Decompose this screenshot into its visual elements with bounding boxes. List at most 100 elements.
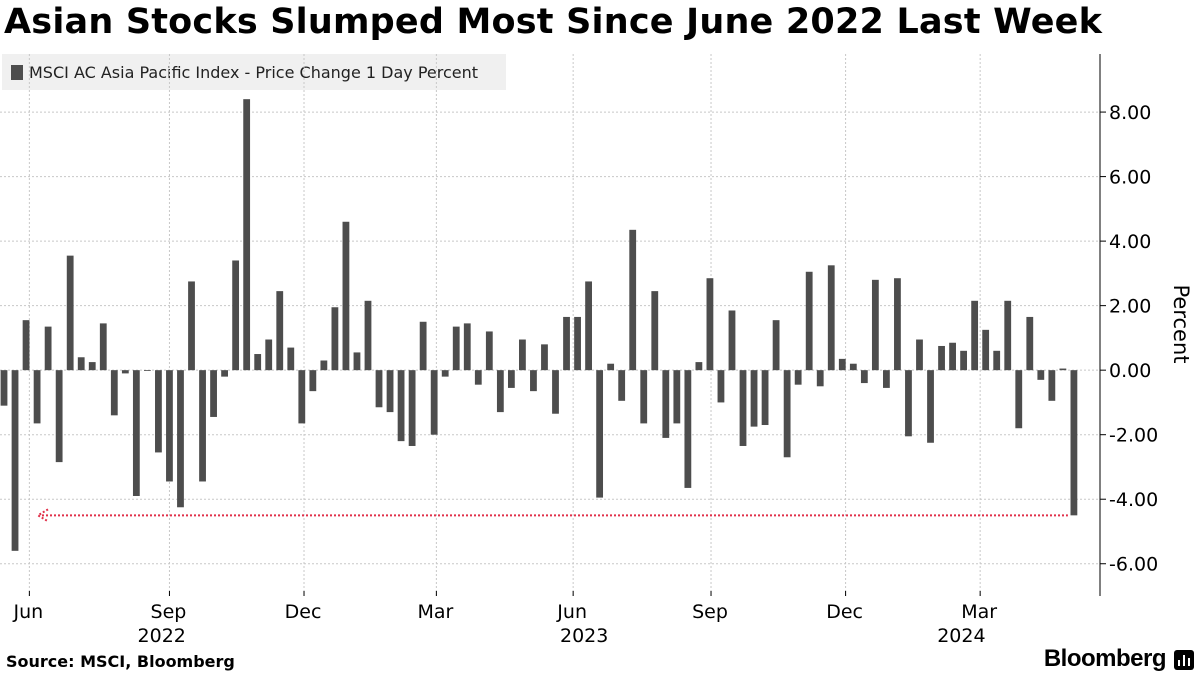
chart-title: Asian Stocks Slumped Most Since June 202…: [4, 2, 1103, 42]
bar: [596, 370, 604, 498]
bar: [342, 221, 350, 371]
bar: [155, 370, 162, 453]
bar: [971, 300, 979, 371]
x-tick-label: Dec: [285, 601, 322, 623]
bar: [22, 320, 30, 371]
bar: [121, 370, 129, 374]
bar: [452, 326, 460, 371]
bar: [1026, 316, 1034, 371]
x-year-label: 2024: [937, 625, 985, 647]
bar: [794, 370, 802, 385]
bar: [408, 370, 416, 446]
bar: [1004, 300, 1012, 371]
bar: [894, 278, 901, 371]
bar: [430, 370, 438, 435]
bar: [232, 260, 240, 371]
bar: [33, 370, 41, 424]
bar: [629, 229, 637, 371]
bar: [519, 339, 526, 371]
bar: [816, 370, 824, 387]
source-note: Source: MSCI, Bloomberg: [6, 652, 235, 671]
bar: [982, 329, 990, 371]
bar: [143, 370, 151, 371]
bar: [276, 291, 284, 371]
bar: [0, 370, 8, 406]
x-tick-label: Sep: [151, 601, 187, 623]
bar: [585, 281, 592, 371]
bar: [1059, 368, 1067, 371]
bar: [750, 370, 758, 427]
bar: [474, 370, 482, 385]
bar: [243, 99, 251, 371]
y-tick-label: 6.00: [1109, 167, 1151, 189]
x-tick-label: Mar: [417, 601, 453, 623]
bar: [563, 316, 570, 371]
chart-icon: [1174, 650, 1194, 670]
x-tick-label: Dec: [826, 601, 863, 623]
bar: [684, 370, 692, 488]
bar: [99, 323, 107, 371]
bar: [938, 345, 945, 371]
bar: [353, 352, 361, 371]
bar: [441, 370, 449, 377]
bar: [761, 370, 769, 426]
bar: [541, 344, 548, 371]
bar: [254, 354, 262, 371]
bar: [706, 278, 714, 371]
bar: [728, 310, 736, 371]
y-tick-label: 2.00: [1109, 296, 1151, 318]
bar: [960, 350, 968, 371]
bar: [695, 362, 703, 371]
y-tick-label: 0.00: [1109, 360, 1151, 382]
bar: [287, 347, 295, 371]
bar: [419, 321, 427, 371]
bar: [298, 370, 306, 424]
brand-logo: Bloomberg: [1043, 645, 1167, 672]
bar: [188, 281, 195, 371]
bar: [993, 350, 1001, 371]
bar: [320, 360, 328, 371]
legend-swatch: [11, 64, 23, 80]
bar: [673, 370, 681, 424]
bar: [331, 307, 339, 371]
bar: [530, 370, 537, 392]
bar: [651, 291, 659, 371]
bar: [607, 363, 615, 371]
bar: [364, 300, 372, 371]
bar: [210, 370, 217, 417]
bar: [871, 279, 879, 371]
y-tick-label: -4.00: [1109, 489, 1158, 511]
bar: [805, 271, 813, 371]
bar: [463, 323, 471, 371]
bar: [485, 331, 493, 371]
bar: [1015, 370, 1023, 429]
bar: [1037, 370, 1045, 380]
y-tick-label: -2.00: [1109, 425, 1158, 447]
legend-label: MSCI AC Asia Pacific Index - Price Chang…: [29, 62, 479, 82]
bar: [905, 370, 912, 437]
bar: [783, 370, 791, 458]
bar: [827, 265, 835, 371]
bar: [717, 370, 725, 403]
bar: [640, 370, 648, 424]
bar: [221, 370, 228, 377]
bar: [386, 370, 394, 413]
bar: [927, 370, 934, 443]
bar: [916, 339, 923, 371]
bar: [949, 342, 956, 371]
bar: [496, 370, 504, 413]
y-tick-label: 8.00: [1109, 102, 1151, 124]
bar: [849, 363, 857, 371]
bar: [309, 370, 317, 392]
bar: [397, 370, 405, 442]
bar: [199, 370, 206, 482]
bar: [375, 370, 383, 408]
bar: [88, 362, 96, 371]
bar: [552, 370, 559, 414]
bar: [772, 320, 780, 371]
bar: [860, 370, 868, 384]
bar: [77, 357, 85, 371]
y-tick-label: -6.00: [1109, 554, 1158, 576]
bar: [66, 255, 74, 371]
bar: [265, 339, 273, 371]
